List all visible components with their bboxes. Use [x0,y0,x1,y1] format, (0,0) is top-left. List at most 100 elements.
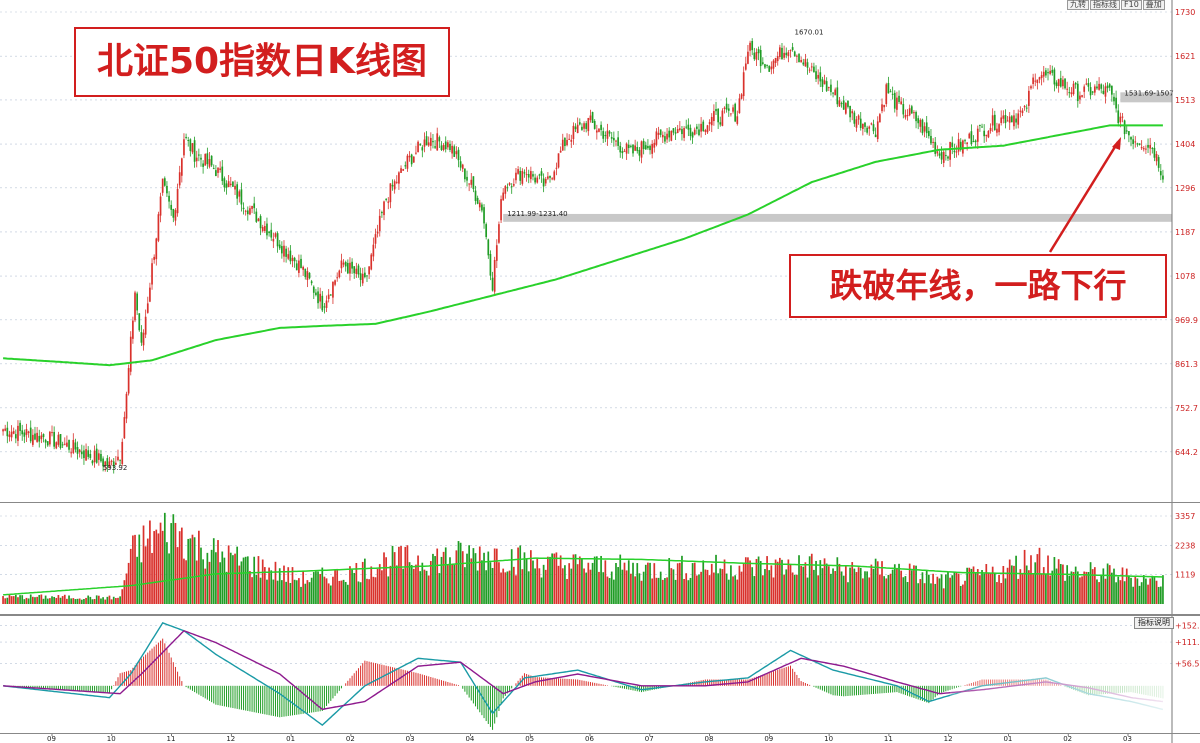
toolbar-button[interactable]: 九转 [1067,0,1089,10]
candle-body [249,208,251,215]
volume-bar [623,562,626,604]
candle-body [887,82,890,94]
candle-body [749,42,751,51]
candle-body [4,428,7,431]
volume-bar [334,570,336,604]
volume-bar [613,579,615,604]
volume-bar [542,564,545,604]
candle-body [419,144,422,146]
volume-bar [219,562,221,604]
volume-bar [440,556,443,604]
volume-bar [968,567,971,604]
volume-bar [1159,586,1162,604]
candle-body [727,108,730,111]
candle-body [1100,84,1103,89]
volume-bar [810,553,813,604]
volume-bar [689,577,692,604]
month-tick-label: 01 [1003,735,1012,743]
candle-body [1159,171,1162,176]
candle-body [685,126,688,128]
volume-bar [889,573,892,604]
volume-bar [589,569,592,604]
toolbar-button[interactable]: 叠加 [1142,0,1165,10]
candle-body [964,140,966,142]
candle-body [813,66,815,72]
volume-bar [538,568,541,604]
candle-body [161,178,164,193]
volume-bar [370,566,373,604]
candle-body [893,92,896,109]
candle-body [913,112,915,114]
volume-bar [166,542,168,604]
volume-bar [421,562,424,604]
volume-bar [927,574,930,604]
volume-bar [751,567,754,604]
volume-bar [206,552,209,604]
candle-body [80,451,83,455]
volume-bar [1140,582,1143,604]
candle-body [1076,83,1079,102]
volume-bar [1070,571,1073,604]
candle-body [425,136,428,146]
volume-bar [647,562,649,604]
candle-body [659,129,662,135]
indicator-help-button[interactable]: 指标说明 [1134,617,1174,629]
month-tick-label: 01 [286,735,295,743]
candle-body [359,273,362,280]
volume-bar [813,569,815,604]
volume-bar [959,585,962,604]
candle-body [398,172,400,184]
candle-body [1089,87,1092,96]
volume-bar [896,568,898,604]
candle-body [208,159,211,167]
volume-bar [1096,579,1098,604]
volume-bar [1149,578,1152,604]
volume-bar [249,571,251,604]
volume-bar [1066,565,1069,604]
candle-body [934,141,937,154]
candle-body [936,151,939,154]
volume-bar [34,597,36,604]
volume-bar [836,557,839,604]
volume-bar [100,598,102,604]
volume-bar [78,598,81,604]
volume-bar [453,564,456,604]
volume-bar [1049,575,1051,604]
volume-bar [263,567,266,604]
volume-bar [740,571,743,604]
candle-body [734,103,737,122]
volume-bar [693,562,696,604]
toolbar-button[interactable]: 指标线 [1090,0,1120,10]
candle-body [74,442,77,450]
candle-body [459,161,462,168]
volume-bar [642,571,645,604]
candle-body [670,130,673,141]
volume-bar [425,570,428,604]
volume-bar [683,578,685,604]
volume-bar [553,553,556,604]
candle-body [259,216,262,229]
volume-bar [272,579,275,604]
volume-bar [781,559,783,604]
volume-bar [759,561,762,604]
candle-body [587,117,590,132]
volume-bar [840,571,843,604]
candle-body [804,59,807,67]
candle-body [417,141,419,153]
candle-body [993,114,996,131]
volume-bar [864,571,866,604]
volume-bar [985,564,988,604]
month-tick-label: 07 [645,735,654,743]
volume-bar [429,561,432,604]
candle-body [583,123,585,129]
candle-body [227,181,230,188]
candle-body [687,124,690,130]
toolbar-button[interactable]: F10 [1121,0,1142,10]
candle-body [906,115,909,117]
volume-bar [536,558,539,604]
candle-body [121,441,124,464]
candle-body [766,64,768,66]
candle-body [408,155,411,158]
candle-body [66,442,68,447]
candle-body [306,271,309,280]
